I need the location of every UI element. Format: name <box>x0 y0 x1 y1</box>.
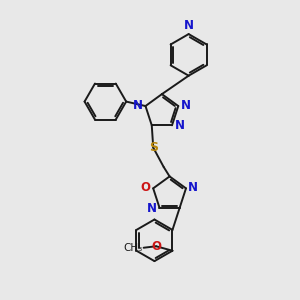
Text: N: N <box>188 181 198 194</box>
Text: CH₃: CH₃ <box>123 243 142 253</box>
Text: N: N <box>181 99 191 112</box>
Text: N: N <box>147 202 157 215</box>
Text: O: O <box>151 240 161 253</box>
Text: N: N <box>174 119 184 132</box>
Text: N: N <box>133 99 143 112</box>
Text: N: N <box>184 19 194 32</box>
Text: S: S <box>149 141 158 154</box>
Text: O: O <box>141 181 151 194</box>
